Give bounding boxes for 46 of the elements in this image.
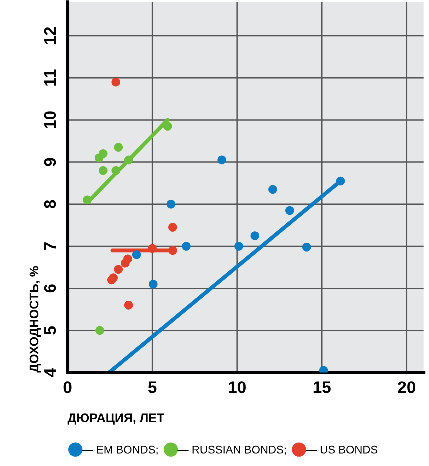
point (132, 250, 142, 260)
point (166, 200, 176, 209)
point (124, 301, 134, 310)
legend-label: — RUSSIAN BONDS; (178, 446, 286, 456)
point (302, 242, 312, 252)
point (83, 196, 92, 205)
legend-label: — US BONDS (306, 446, 378, 454)
x-tick-label: 0 (64, 382, 72, 394)
point (98, 149, 108, 158)
y-tick-label: 5 (44, 326, 56, 335)
point (218, 156, 226, 165)
point (121, 258, 130, 268)
point (268, 185, 278, 194)
x-tick-label: 20 (398, 382, 416, 394)
y-tick-label: 6 (44, 284, 56, 293)
legend-label: — EM BONDS; (82, 446, 158, 456)
x-tick-label: 5 (148, 382, 157, 394)
y-axis-title: ДОХОДНОСТЬ, % (30, 266, 42, 373)
point (336, 176, 346, 186)
point (250, 232, 260, 240)
x-tick-label: 10 (229, 382, 246, 394)
y-tick-label: 11 (44, 70, 56, 86)
point (234, 242, 244, 251)
point (124, 156, 134, 165)
point (112, 78, 120, 87)
y-tick-label: 12 (44, 27, 56, 44)
y-tick-label: 9 (44, 158, 56, 166)
point (112, 166, 120, 176)
point (163, 122, 172, 131)
point (168, 246, 178, 256)
x-tick-label: 15 (314, 382, 331, 394)
point (107, 276, 116, 285)
point (182, 242, 191, 251)
point (98, 166, 108, 176)
y-tick-label: 10 (44, 112, 56, 128)
point (149, 280, 158, 289)
point (148, 244, 157, 253)
point (114, 143, 124, 152)
point (114, 265, 124, 274)
x-axis-title: ДЮРАЦИЯ, ЛЕТ (68, 414, 165, 425)
point (168, 223, 178, 232)
y-tick-label: 4 (44, 368, 56, 378)
point (286, 206, 294, 216)
point (96, 326, 104, 336)
y-tick-label: 7 (44, 242, 56, 250)
y-tick-label: 8 (44, 200, 56, 209)
